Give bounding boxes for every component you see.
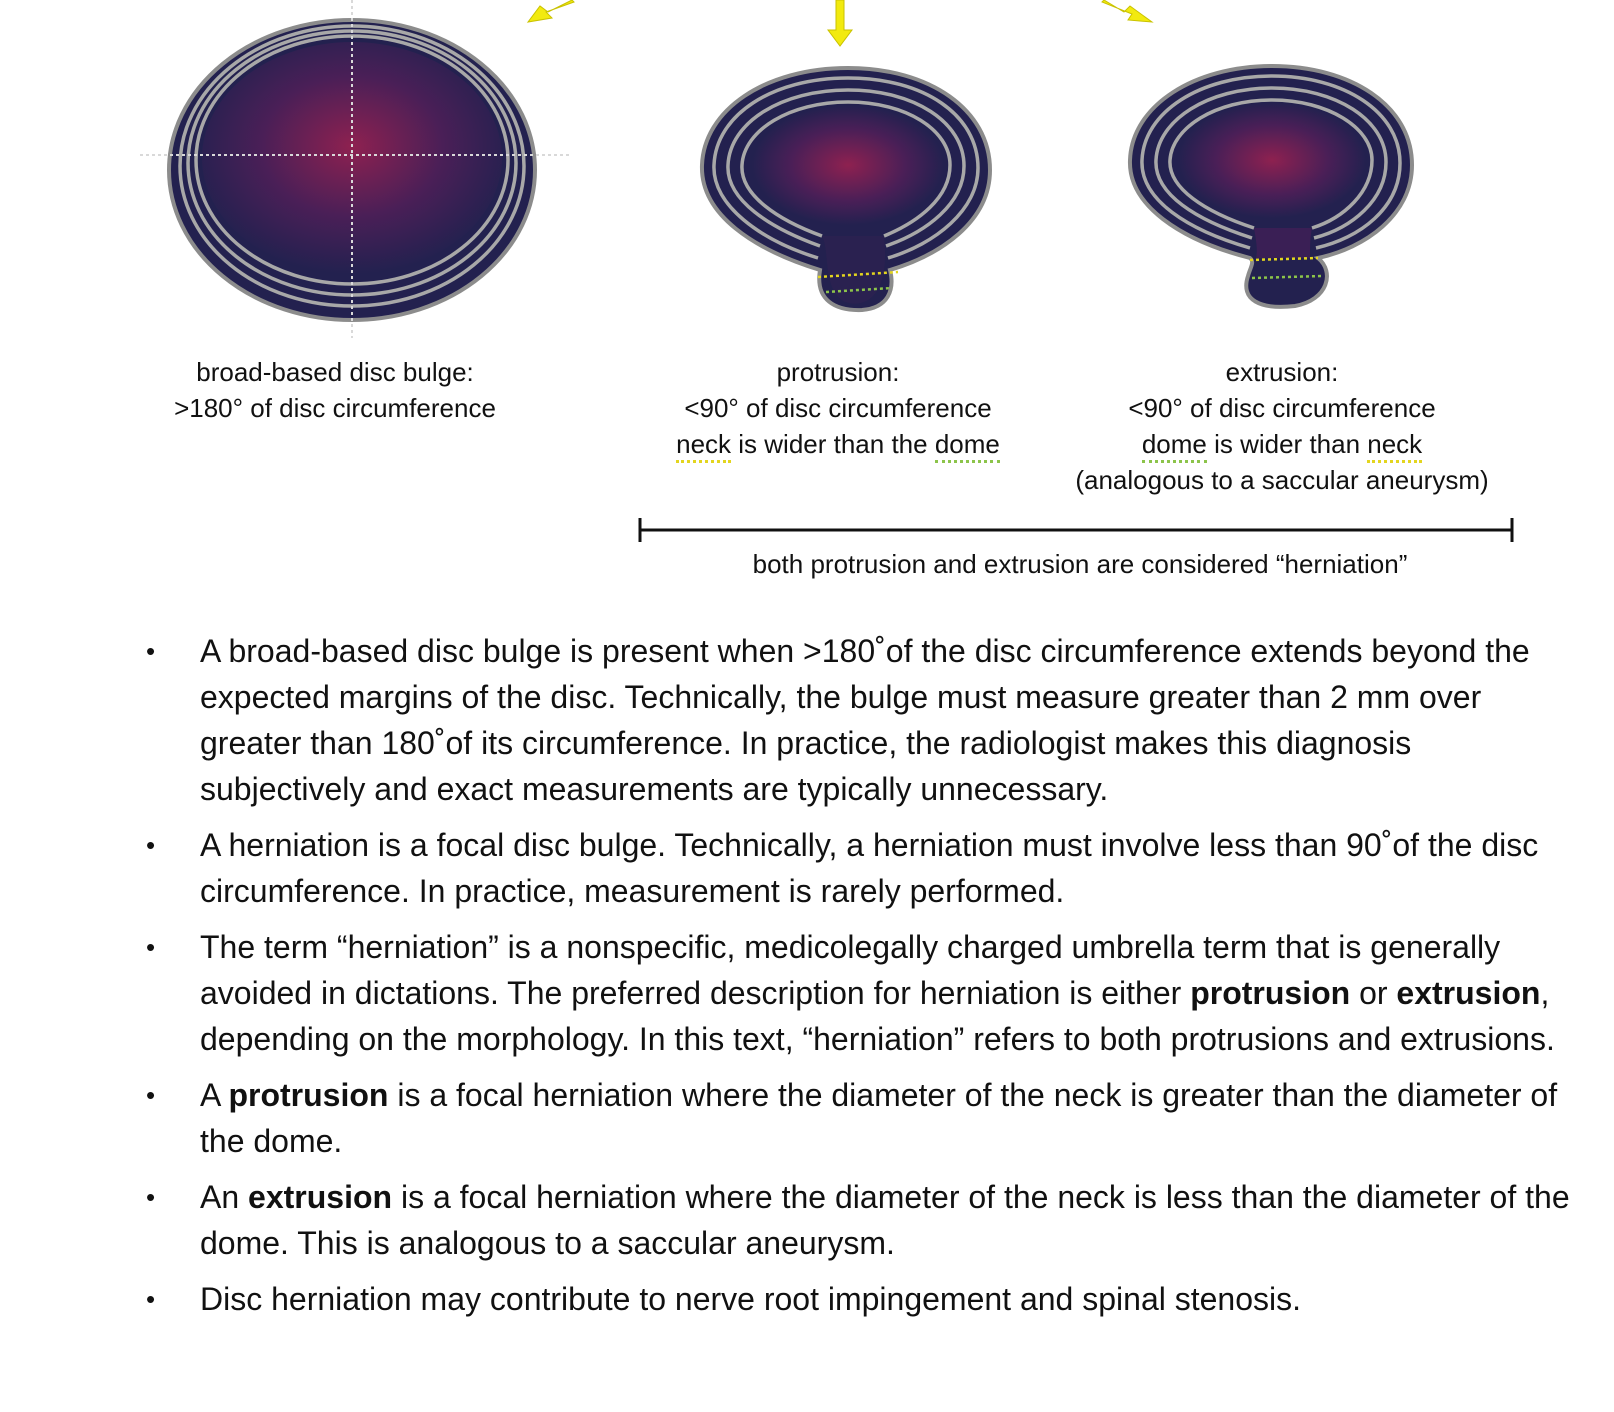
term-protrusion: protrusion [228, 1077, 389, 1113]
protrusion-morphology-middle: is wider than the [731, 429, 935, 459]
bullet-icon: • [146, 636, 156, 666]
extrusion-dome-word: dome [1141, 429, 1207, 463]
arrow-right [1101, 0, 1154, 23]
extrusion-morphology-middle: is wider than [1206, 429, 1368, 459]
list-item: • A herniation is a focal disc bulge. Te… [140, 822, 1580, 914]
bullet-icon: • [146, 1182, 156, 1212]
bulge-disc [140, 0, 572, 338]
bullet-text: is a focal herniation where the diameter… [200, 1179, 1570, 1261]
bullet-icon: • [146, 830, 156, 860]
list-item: • The term “herniation” is a nonspecific… [140, 924, 1580, 1062]
bullet-list: • A broad-based disc bulge is present wh… [140, 628, 1580, 1332]
term-extrusion: extrusion [1396, 975, 1541, 1011]
term-extrusion: extrusion [248, 1179, 393, 1215]
list-item: • A broad-based disc bulge is present wh… [140, 628, 1580, 812]
disc-herniation-diagram [140, 0, 1514, 542]
extrusion-caption-criteria: <90° of disc circumference [1128, 393, 1436, 423]
bullet-text: A herniation is a focal disc bulge. Tech… [200, 827, 1539, 909]
bullet-text: or [1350, 975, 1397, 1011]
protrusion-caption-title: protrusion: [776, 357, 900, 387]
bullet-text: , depending on the morphology. In this t… [200, 975, 1555, 1057]
bullet-text: A [200, 1077, 229, 1113]
extrusion-disc [1127, 63, 1415, 309]
extrusion-caption-title: extrusion: [1225, 357, 1339, 387]
protrusion-caption: protrusion: <90° of disc circumference n… [648, 354, 1028, 463]
bullet-text: is a focal herniation where the diameter… [200, 1077, 1558, 1159]
bullet-text: Disc herniation may contribute to nerve … [200, 1281, 1302, 1317]
extrusion-caption: extrusion: <90° of disc circumference do… [1072, 354, 1492, 498]
bullet-icon: • [146, 1284, 156, 1314]
bullet-text: A broad-based disc bulge is present when… [200, 633, 1530, 807]
bullet-icon: • [146, 1080, 156, 1110]
pointer-arrows [526, 0, 1154, 47]
bulge-caption-criteria: >180° of disc circumference [174, 393, 496, 423]
bullet-icon: • [146, 932, 156, 962]
herniation-range-bracket [638, 518, 1514, 542]
arrow-center [827, 0, 853, 47]
extrusion-neck-word: neck [1367, 429, 1423, 463]
extrusion-caption-morphology: dome is wider than neck [1072, 426, 1492, 463]
list-item: • An extrusion is a focal herniation whe… [140, 1174, 1580, 1266]
herniation-range-label: both protrusion and extrusion are consid… [752, 549, 1408, 579]
bullet-text: The term “herniation” is a nonspecific, … [200, 929, 1501, 1011]
list-item: • A protrusion is a focal herniation whe… [140, 1072, 1580, 1164]
bulge-caption-title: broad-based disc bulge: [196, 357, 474, 387]
protrusion-neck-word: neck [676, 429, 732, 463]
term-protrusion: protrusion [1190, 975, 1351, 1011]
bulge-caption: broad-based disc bulge: >180° of disc ci… [150, 354, 520, 426]
arrow-left [526, 0, 575, 23]
protrusion-disc [699, 65, 993, 313]
list-item: • Disc herniation may contribute to nerv… [140, 1276, 1580, 1322]
protrusion-caption-criteria: <90° of disc circumference [684, 393, 992, 423]
extrusion-caption-analogy: (analogous to a saccular aneurysm) [1075, 465, 1489, 495]
bullet-text: An [200, 1179, 249, 1215]
protrusion-caption-morphology: neck is wider than the dome [648, 426, 1028, 463]
protrusion-dome-word: dome [934, 429, 1000, 463]
